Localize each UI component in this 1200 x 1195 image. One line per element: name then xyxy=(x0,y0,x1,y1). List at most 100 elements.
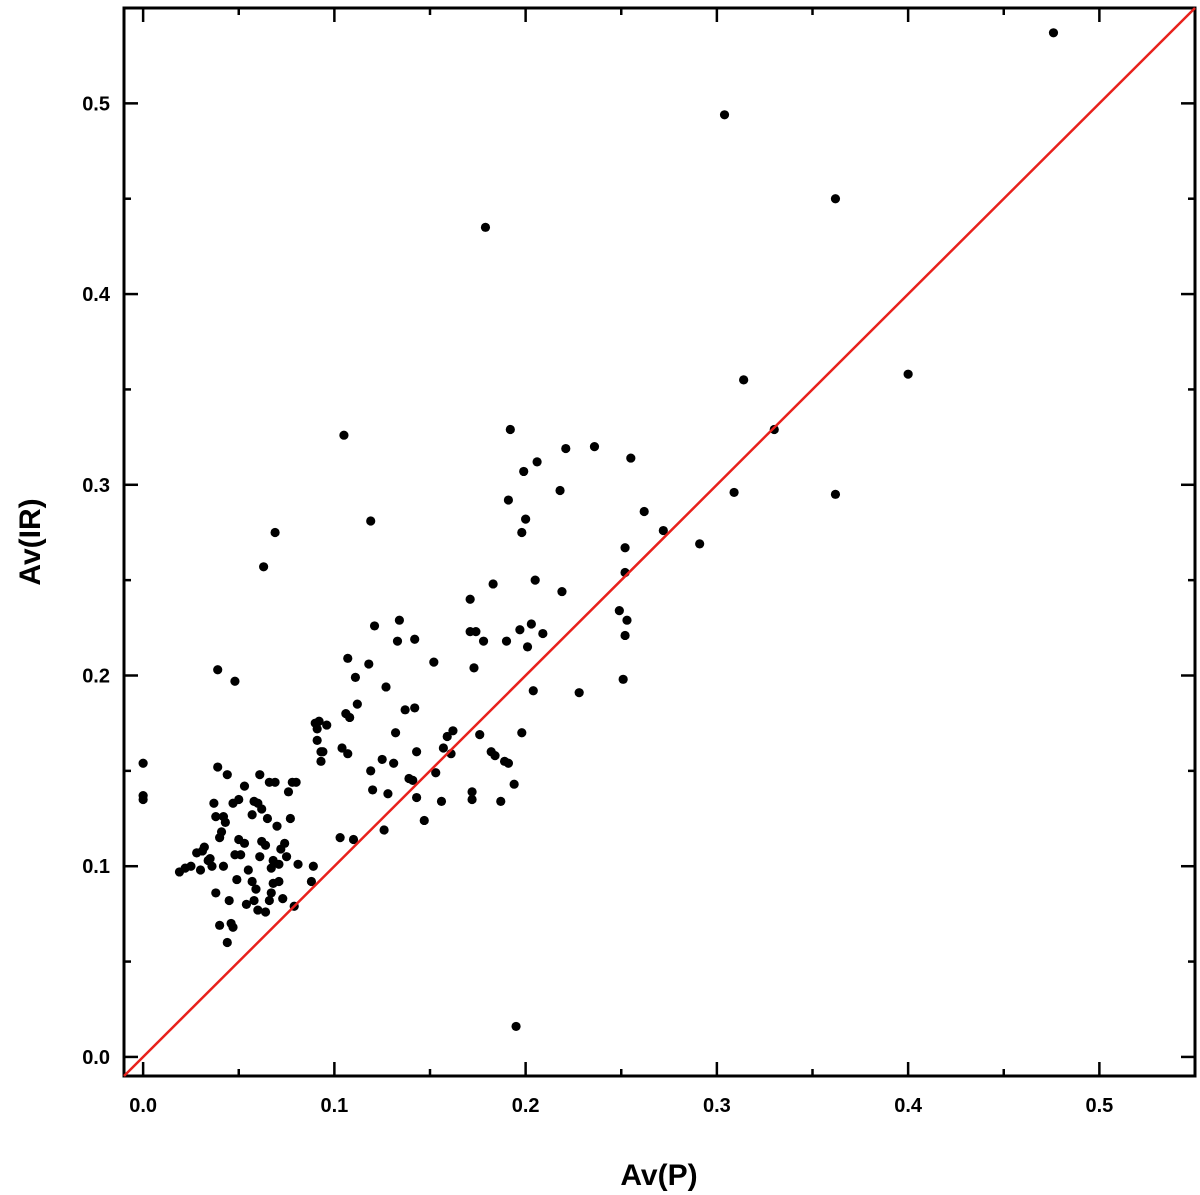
x-tick-label: 0.0 xyxy=(129,1095,157,1117)
x-tick-label: 0.4 xyxy=(894,1095,923,1117)
data-point xyxy=(769,424,779,435)
data-point xyxy=(511,1021,521,1032)
data-point xyxy=(501,636,512,646)
data-point xyxy=(322,720,332,730)
data-point xyxy=(574,688,584,698)
data-points xyxy=(138,28,1059,1032)
y-axis-title: Av(IR) xyxy=(14,498,47,585)
data-point xyxy=(232,874,242,885)
data-point xyxy=(222,937,232,948)
y-tick-label: 0.3 xyxy=(82,475,110,497)
x-tick-label: 0.1 xyxy=(320,1095,348,1117)
data-point xyxy=(308,861,318,871)
data-point xyxy=(366,766,376,776)
x-tick-label: 0.2 xyxy=(512,1095,540,1117)
data-point xyxy=(530,575,540,585)
data-point xyxy=(262,813,273,824)
x-tick-label: 0.3 xyxy=(703,1095,731,1117)
data-point xyxy=(259,562,269,572)
data-point xyxy=(247,876,257,887)
data-point xyxy=(239,781,250,791)
data-point xyxy=(729,487,739,498)
data-point xyxy=(339,430,349,440)
data-point xyxy=(614,606,624,616)
data-point xyxy=(205,853,215,864)
data-point xyxy=(412,747,422,757)
data-point xyxy=(247,810,257,820)
data-point xyxy=(475,730,485,740)
data-point xyxy=(251,884,261,894)
data-point xyxy=(626,453,636,463)
data-point xyxy=(343,749,353,759)
data-point xyxy=(488,579,498,589)
data-point xyxy=(364,659,374,669)
data-point xyxy=(270,777,280,787)
data-point xyxy=(503,495,514,505)
y-tick-label: 0.4 xyxy=(82,284,111,306)
data-point xyxy=(480,222,491,232)
data-point xyxy=(270,527,280,538)
data-point xyxy=(350,672,361,683)
data-point xyxy=(478,636,489,646)
data-point xyxy=(216,827,227,837)
data-point xyxy=(522,642,533,652)
data-point xyxy=(186,861,196,871)
data-point xyxy=(316,756,326,766)
data-point xyxy=(260,840,271,850)
data-point xyxy=(345,712,355,723)
data-point xyxy=(379,825,389,835)
data-point xyxy=(213,762,223,772)
data-point xyxy=(429,657,439,667)
data-point xyxy=(639,506,649,517)
data-point xyxy=(389,758,399,768)
data-point xyxy=(469,663,479,673)
data-point xyxy=(195,865,206,875)
data-point xyxy=(555,485,565,496)
data-point xyxy=(236,850,246,860)
data-point xyxy=(410,703,420,713)
data-point xyxy=(368,785,378,795)
data-point xyxy=(408,775,418,785)
data-point xyxy=(348,834,359,845)
data-point xyxy=(618,674,628,684)
data-point xyxy=(138,794,148,805)
data-point xyxy=(138,758,148,768)
data-point xyxy=(272,821,282,831)
data-point xyxy=(207,861,217,871)
data-point xyxy=(622,615,632,625)
data-point xyxy=(1048,28,1059,38)
data-point xyxy=(390,728,401,738)
data-point xyxy=(314,716,324,726)
data-point xyxy=(306,876,317,887)
data-point xyxy=(280,838,290,848)
data-point xyxy=(419,815,429,826)
data-point xyxy=(266,888,276,898)
data-point xyxy=(448,726,458,736)
data-point xyxy=(257,804,267,814)
data-point xyxy=(519,466,529,477)
data-point xyxy=(381,682,391,692)
data-point xyxy=(517,728,527,738)
y-tick-label: 0.2 xyxy=(82,666,110,688)
data-point xyxy=(620,630,630,641)
y-tick-label: 0.0 xyxy=(82,1047,110,1069)
data-point xyxy=(366,516,376,526)
data-point xyxy=(274,859,284,869)
data-point xyxy=(830,489,841,499)
data-point xyxy=(255,770,265,780)
data-point xyxy=(318,747,328,757)
data-point xyxy=(739,375,749,385)
data-point xyxy=(517,527,527,538)
data-point xyxy=(213,665,223,675)
data-point xyxy=(561,443,571,454)
data-point xyxy=(337,743,347,753)
data-point xyxy=(509,779,519,789)
data-point xyxy=(557,586,567,597)
data-point xyxy=(335,833,345,843)
data-point xyxy=(281,852,292,862)
data-point xyxy=(283,787,294,797)
data-point xyxy=(352,699,362,709)
data-point xyxy=(392,636,403,646)
data-point xyxy=(436,796,447,806)
data-point xyxy=(260,907,271,917)
